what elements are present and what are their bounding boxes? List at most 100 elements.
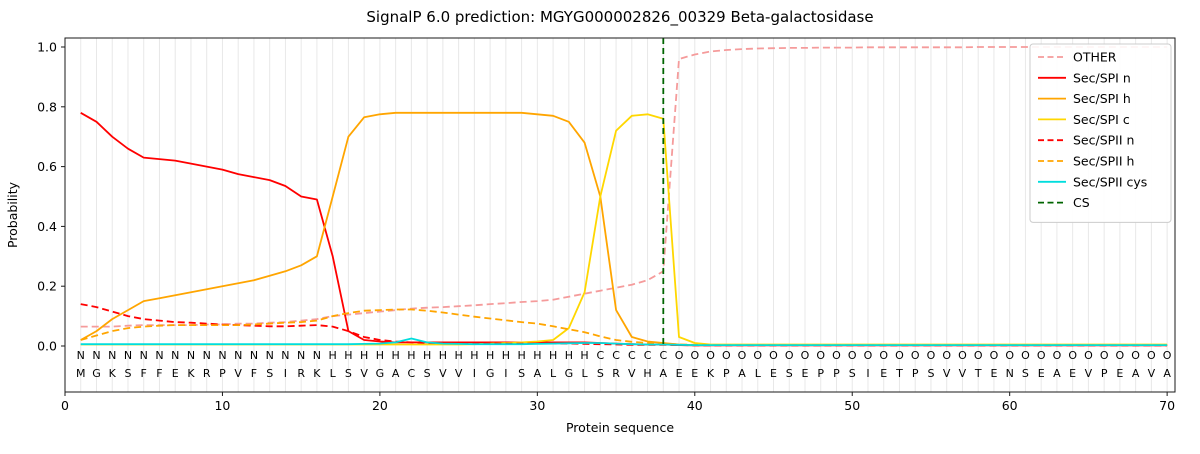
residue-label: P xyxy=(912,367,919,380)
x-tick-label: 30 xyxy=(529,398,545,413)
residue-label: R xyxy=(203,367,211,380)
region-label: H xyxy=(517,349,525,362)
legend-label: OTHER xyxy=(1073,50,1117,65)
residue-label: S xyxy=(345,367,352,380)
residue-label: V xyxy=(234,367,242,380)
residue-label: P xyxy=(817,367,824,380)
residue-label: K xyxy=(707,367,715,380)
region-label: O xyxy=(1147,349,1156,362)
region-label: O xyxy=(801,349,810,362)
region-label: C xyxy=(628,349,636,362)
residue-label: E xyxy=(691,367,698,380)
residue-label: T xyxy=(974,367,982,380)
region-label: H xyxy=(502,349,510,362)
residue-label: S xyxy=(927,367,934,380)
residue-label: E xyxy=(676,367,683,380)
region-label: N xyxy=(281,349,289,362)
residue-label: G xyxy=(486,367,495,380)
region-label: O xyxy=(753,349,762,362)
region-label: O xyxy=(769,349,778,362)
x-axis-label: Protein sequence xyxy=(566,420,674,435)
region-label: N xyxy=(234,349,242,362)
region-label: O xyxy=(816,349,825,362)
x-tick-label: 10 xyxy=(214,398,230,413)
region-label: N xyxy=(203,349,211,362)
region-label: O xyxy=(974,349,983,362)
region-label: O xyxy=(690,349,699,362)
residue-label: P xyxy=(833,367,840,380)
residue-label: K xyxy=(187,367,195,380)
residue-label: R xyxy=(612,367,620,380)
plot-border xyxy=(64,37,1176,393)
residue-label: A xyxy=(392,367,400,380)
region-label: N xyxy=(218,349,226,362)
residue-label: S xyxy=(266,367,273,380)
x-tick-label: 60 xyxy=(1002,398,1018,413)
residue-label: G xyxy=(565,367,574,380)
legend-label: Sec/SPII h xyxy=(1073,154,1134,169)
residue-label: L xyxy=(582,367,589,380)
region-label: N xyxy=(92,349,100,362)
region-label: O xyxy=(911,349,920,362)
residue-label: F xyxy=(251,367,257,380)
region-label: O xyxy=(958,349,967,362)
residue-label: L xyxy=(330,367,337,380)
region-label: O xyxy=(675,349,684,362)
region-label: O xyxy=(1068,349,1077,362)
y-tick-label: 0.2 xyxy=(37,279,57,294)
region-label: O xyxy=(1116,349,1125,362)
residue-label: V xyxy=(1085,367,1093,380)
y-tick-label: 0.8 xyxy=(37,99,57,114)
region-label: O xyxy=(785,349,794,362)
residue-label: R xyxy=(297,367,305,380)
region-label: O xyxy=(1084,349,1093,362)
series-line-sec-spii-cys xyxy=(80,337,1168,347)
region-label: N xyxy=(297,349,305,362)
residue-label: V xyxy=(1148,367,1156,380)
region-label: O xyxy=(942,349,951,362)
y-axis-label: Probability xyxy=(5,181,20,248)
y-tick-label: 0.4 xyxy=(37,219,57,234)
region-label: H xyxy=(565,349,573,362)
region-label: C xyxy=(644,349,652,362)
region-label: H xyxy=(549,349,557,362)
residue-label: A xyxy=(1163,367,1171,380)
legend-label: Sec/SPII n xyxy=(1073,133,1134,148)
residue-label: P xyxy=(1101,367,1108,380)
residue-label: F xyxy=(141,367,147,380)
residue-label: I xyxy=(284,367,287,380)
region-label: H xyxy=(344,349,352,362)
x-tick-label: 20 xyxy=(372,398,388,413)
region-label: N xyxy=(250,349,258,362)
region-label: O xyxy=(1053,349,1062,362)
residue-label: S xyxy=(1022,367,1029,380)
residue-label: L xyxy=(550,367,557,380)
residue-label: S xyxy=(597,367,604,380)
y-tick-label: 0.6 xyxy=(37,159,57,174)
x-tick-label: 50 xyxy=(844,398,860,413)
region-label: N xyxy=(171,349,179,362)
region-label: O xyxy=(1100,349,1109,362)
residue-label: K xyxy=(313,367,321,380)
region-label: O xyxy=(990,349,999,362)
residue-label: M xyxy=(76,367,86,380)
residue-label: V xyxy=(455,367,463,380)
region-label: N xyxy=(266,349,274,362)
residue-label: E xyxy=(880,367,887,380)
residue-label: E xyxy=(770,367,777,380)
region-label: O xyxy=(1131,349,1140,362)
residue-label: T xyxy=(895,367,903,380)
residue-label: S xyxy=(424,367,431,380)
region-label: O xyxy=(927,349,936,362)
residue-label: L xyxy=(755,367,762,380)
residue-label: V xyxy=(360,367,368,380)
region-label: H xyxy=(439,349,447,362)
legend-label: CS xyxy=(1073,195,1090,210)
residue-label: I xyxy=(866,367,869,380)
region-label: H xyxy=(486,349,494,362)
legend-label: Sec/SPI c xyxy=(1073,112,1130,127)
residue-label: V xyxy=(439,367,447,380)
residue-label: E xyxy=(1038,367,1045,380)
residue-label: E xyxy=(990,367,997,380)
region-label: H xyxy=(580,349,588,362)
